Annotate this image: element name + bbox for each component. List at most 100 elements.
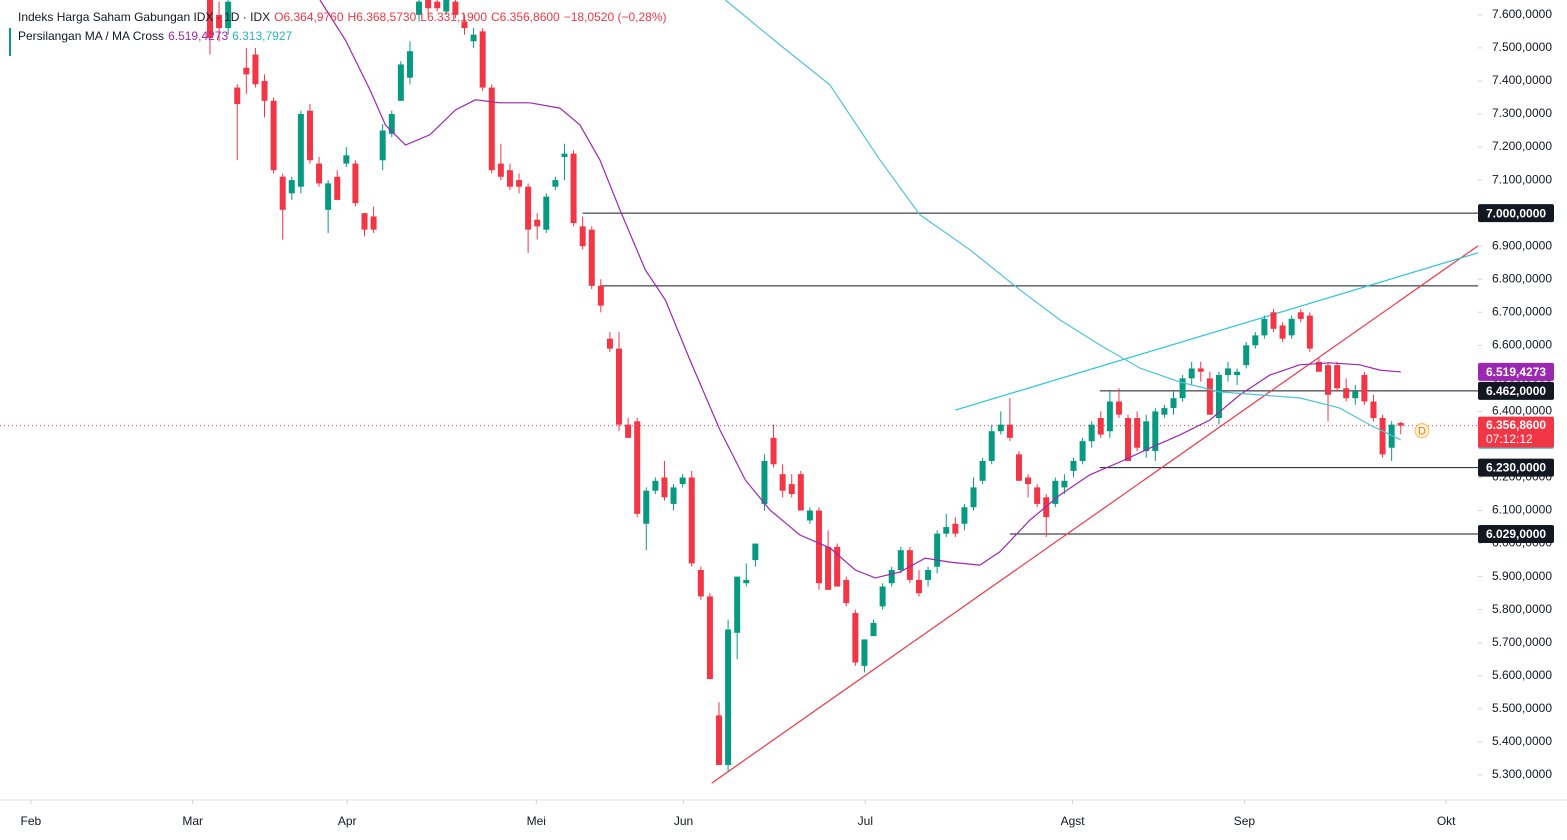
ma-line (319, 0, 1401, 579)
candle-body (815, 510, 822, 584)
legend-row: Persilangan MA / MA Cross 6.519,4273 6.313… (18, 27, 674, 46)
candle-body (1315, 361, 1322, 372)
candle-body (1306, 315, 1313, 349)
price-axis: 7.600,0000 7.500,0000 7.400,0000 7.300,0000… (1478, 7, 1554, 781)
candle-body (734, 576, 741, 633)
plot-area (0, 0, 1478, 784)
candle-body (879, 586, 886, 607)
candle-body (261, 80, 268, 101)
y-tick-label: 5.300,0000 (1492, 767, 1552, 781)
candle-body (334, 176, 341, 200)
candle-body (388, 114, 395, 134)
candle-body (1088, 424, 1095, 442)
y-tick-label: 6.900,0000 (1492, 238, 1552, 252)
candle-body (761, 460, 768, 504)
candle-body (434, 1, 441, 9)
candle-body (1188, 368, 1195, 379)
candle-body (270, 100, 277, 171)
candle-body (479, 31, 486, 88)
candle-body (1370, 401, 1377, 419)
candle-body (825, 546, 832, 590)
y-tick-label: 7.600,0000 (1492, 7, 1552, 21)
candle-body (743, 579, 750, 584)
ohlc-value: −18,0520 (−0,28%) (563, 10, 667, 24)
candle-body (425, 0, 432, 9)
candle-body (470, 34, 477, 42)
candle-body (243, 67, 250, 75)
candle-body (252, 54, 259, 85)
candle-body (1025, 477, 1032, 485)
candle-body (316, 163, 323, 184)
candle-body (888, 570, 895, 584)
candle-body (725, 629, 732, 765)
level-badge: 6.029,0000 (1478, 524, 1554, 543)
candle-body (570, 153, 577, 224)
level-badge: 7.000,0000 (1478, 204, 1554, 223)
candle-body (661, 477, 668, 498)
candle-body (779, 474, 786, 491)
candle-body (915, 579, 922, 594)
candle-body (1225, 368, 1232, 376)
candle-body (361, 213, 368, 230)
candle-body (625, 424, 632, 438)
candle-body (1334, 365, 1341, 389)
ma-badge-bg (1478, 362, 1554, 381)
candle-body (679, 477, 686, 485)
candle-body (634, 421, 641, 514)
x-tick-label: Agst (1061, 814, 1086, 828)
candle-body (497, 163, 504, 177)
candle-body (406, 51, 413, 78)
candle-body (843, 579, 850, 604)
candle-body (1270, 312, 1277, 329)
trendline (711, 245, 1478, 784)
candle-body (1106, 401, 1113, 432)
y-tick-label: 5.500,0000 (1492, 701, 1552, 715)
candle-body (534, 219, 541, 227)
dividend-marker-label: D (1418, 426, 1426, 438)
candle-body (1061, 480, 1068, 488)
ma-badge-label: 6.519,4273 (1486, 365, 1546, 379)
ma-badge: 6.519,4273 (1478, 362, 1554, 381)
level-badge-label: 6.029,0000 (1486, 527, 1546, 541)
dividend-marker (1414, 423, 1430, 439)
ohlc-value: C6.356,8600 (491, 10, 560, 24)
candle-body (206, 0, 213, 39)
candle-body (788, 484, 795, 495)
candle-body (279, 176, 286, 210)
candle-body (325, 183, 332, 210)
level-badge-bg (1478, 524, 1554, 543)
candle-body (688, 477, 695, 564)
candle-body (834, 546, 841, 587)
candle-body (1343, 388, 1350, 399)
candle-body (552, 180, 559, 187)
candle-body (706, 596, 713, 680)
candle-body (561, 153, 568, 157)
ohlc-value: L6.331,1900 (420, 10, 487, 24)
level-badge: 6.462,0000 (1478, 381, 1554, 400)
candle-body (1261, 318, 1268, 336)
y-tick-label: 7.300,0000 (1492, 106, 1552, 120)
candle-body (397, 64, 404, 101)
candle-body (943, 527, 950, 534)
level-badge-label: 6.462,0000 (1486, 384, 1546, 398)
candle-body (516, 180, 523, 187)
candle-body (1361, 375, 1368, 402)
level-badge-bg (1478, 204, 1554, 223)
candle-body (643, 490, 650, 524)
ohlc: O6.364,9760 H6.368,5730 L6.331,1900 C6.356,… (274, 10, 670, 24)
last-price-badge-bg (1478, 416, 1554, 448)
candle-body (234, 87, 241, 105)
candle-body (488, 87, 495, 171)
candle-body (616, 348, 623, 425)
y-tick-label: 5.700,0000 (1492, 635, 1552, 649)
y-tick-label: 7.500,0000 (1492, 40, 1552, 54)
trendline (955, 252, 1478, 411)
candle-body (1161, 408, 1168, 415)
y-tick-label: 6.800,0000 (1492, 271, 1552, 285)
candle-body (752, 543, 759, 561)
countdown: 07:12:12 (1486, 432, 1533, 446)
candle-body (897, 550, 904, 571)
y-tick-label: 6.700,0000 (1492, 304, 1552, 318)
candle-body (906, 550, 913, 580)
candle-body (443, 0, 450, 12)
